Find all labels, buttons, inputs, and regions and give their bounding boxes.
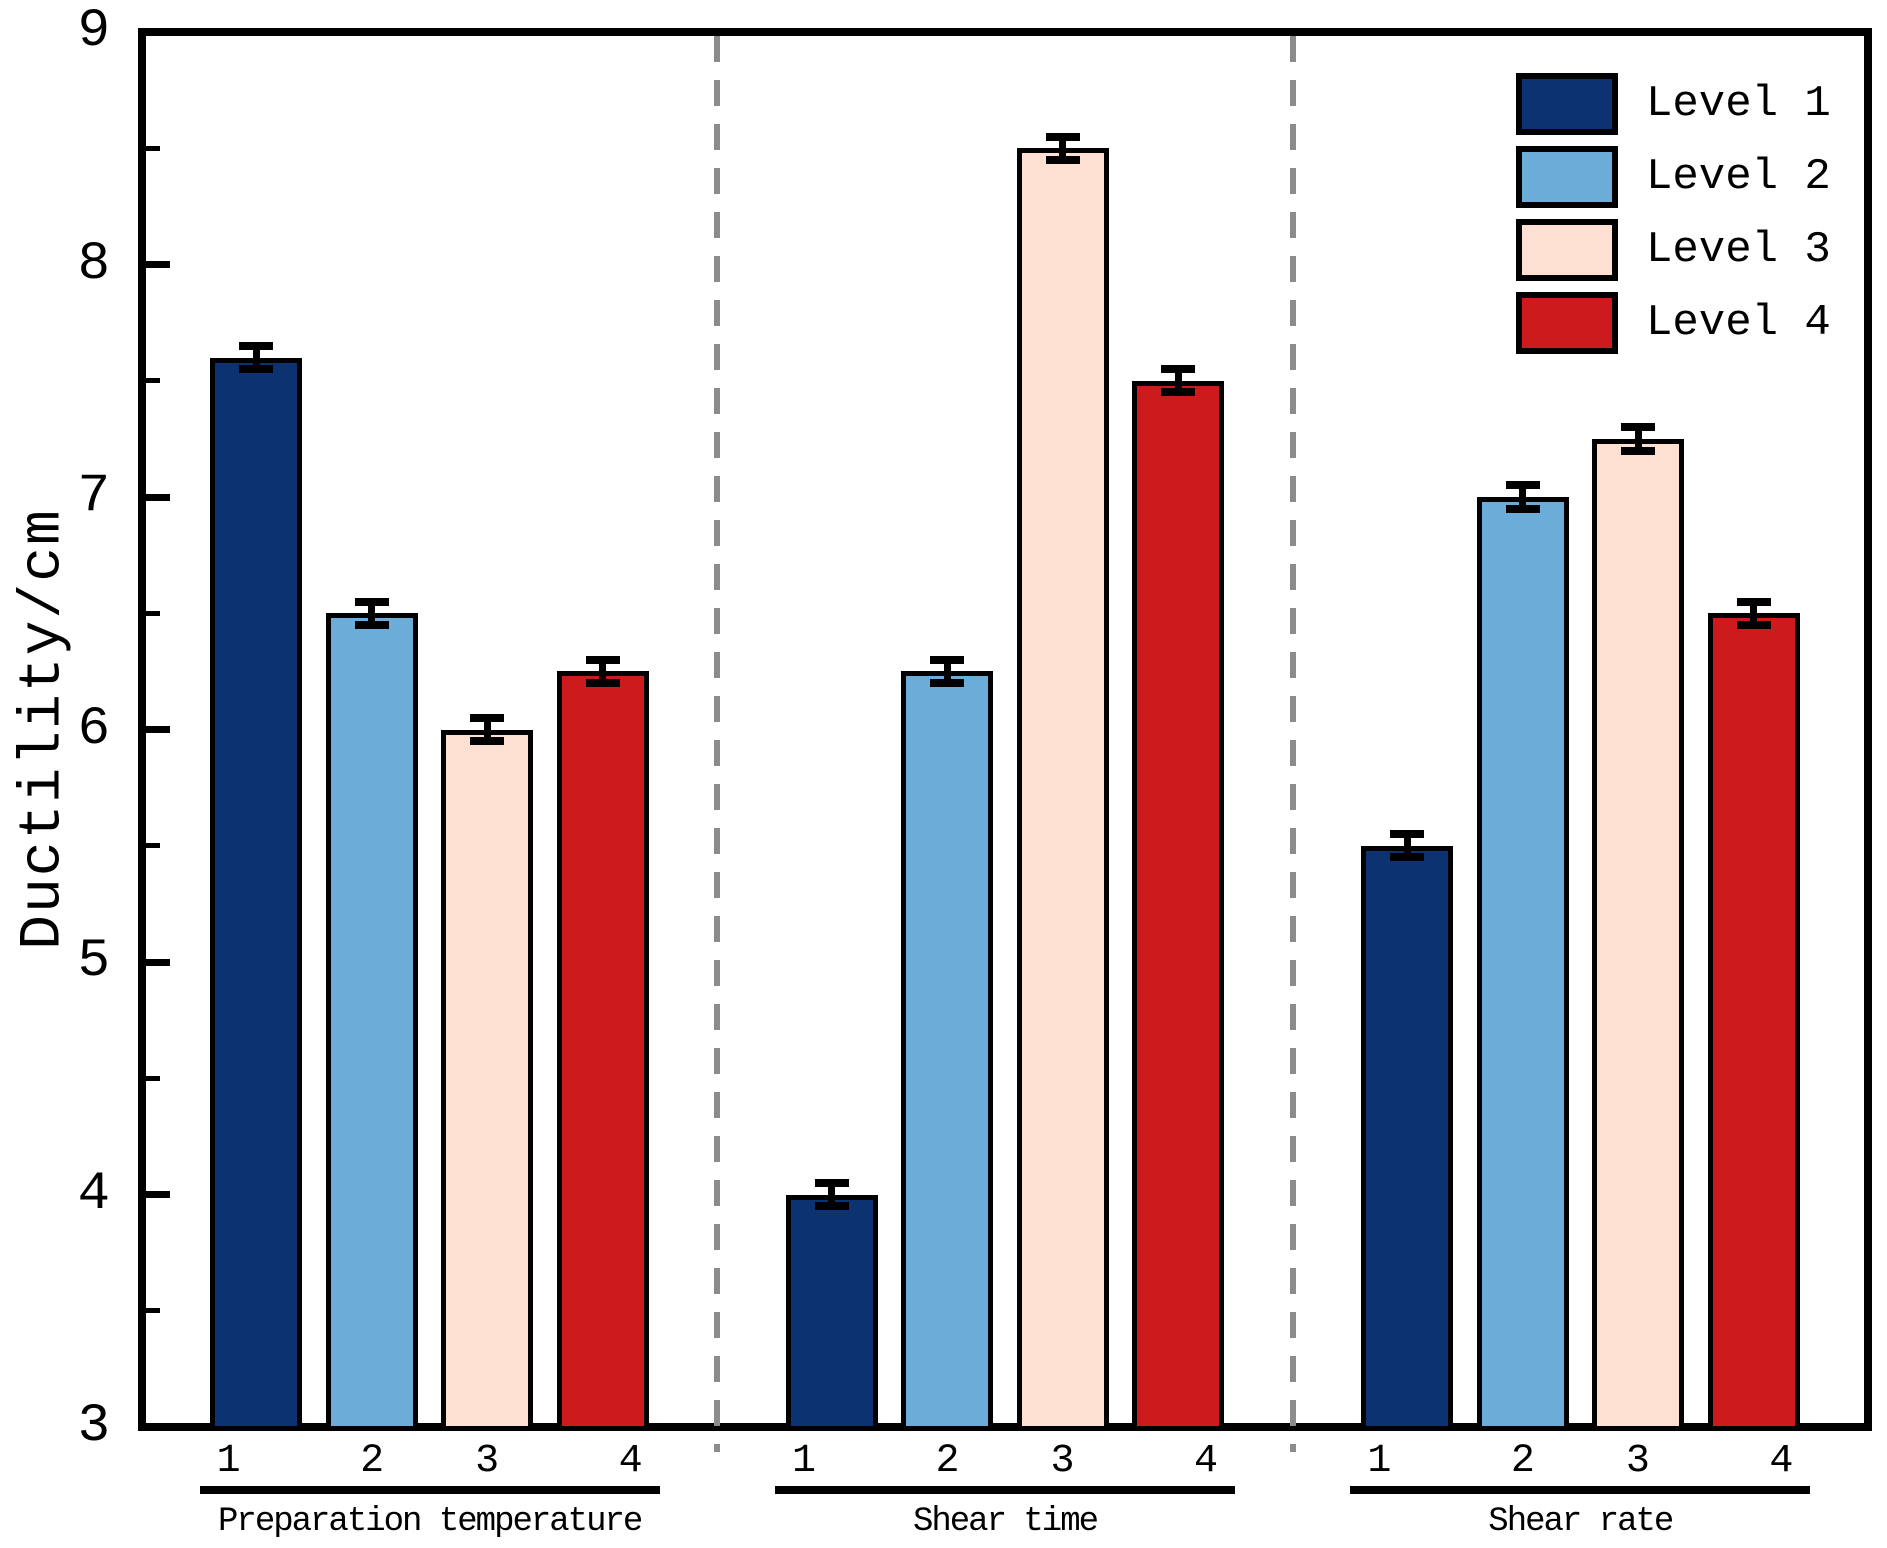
- error-bar-cap-bottom: [814, 1202, 849, 1211]
- group-underline: [1350, 1486, 1811, 1494]
- y-major-tick: [146, 493, 170, 501]
- error-bar-whisker: [1403, 834, 1411, 858]
- y-minor-tick: [146, 1075, 160, 1081]
- y-major-tick: [146, 261, 170, 268]
- x-tick-label: 2: [360, 1439, 385, 1484]
- legend-swatch: [1516, 73, 1618, 135]
- bar-level-1-group3: [1361, 845, 1454, 1431]
- error-bar-cap-top: [470, 713, 505, 722]
- error-bar-whisker: [1750, 601, 1758, 625]
- x-tick-label: 3: [475, 1439, 500, 1484]
- y-tick-label: 7: [77, 466, 110, 527]
- bar-level-1-group2: [785, 1194, 878, 1431]
- y-minor-tick: [146, 610, 160, 616]
- error-bar-cap-bottom: [239, 365, 274, 374]
- error-bar-cap-bottom: [1390, 853, 1425, 862]
- y-tick-label: 8: [77, 233, 110, 295]
- group-separator: [714, 36, 721, 1452]
- error-bar-cap-top: [585, 655, 620, 664]
- x-tick-label: 3: [1625, 1439, 1650, 1484]
- y-tick-label: 4: [77, 1163, 110, 1225]
- bar-level-1-group1: [210, 357, 303, 1431]
- error-bar-whisker: [483, 717, 491, 742]
- x-tick-label: 4: [1769, 1439, 1794, 1484]
- y-tick-label: 3: [77, 1396, 110, 1457]
- error-bar-cap-bottom: [930, 679, 965, 687]
- group-label: Preparation temperature: [218, 1503, 643, 1541]
- x-tick-label: 4: [1193, 1439, 1218, 1484]
- error-bar-cap-bottom: [585, 679, 620, 687]
- error-bar-whisker: [828, 1182, 836, 1207]
- error-bar-cap-top: [1161, 365, 1196, 374]
- legend-label: Level 1: [1646, 79, 1831, 129]
- x-tick-label: 4: [618, 1439, 643, 1484]
- x-tick-label: 1: [1367, 1439, 1392, 1484]
- legend-swatch: [1516, 146, 1618, 208]
- x-tick-label: 3: [1050, 1439, 1075, 1484]
- y-tick-label: 5: [77, 931, 110, 992]
- x-tick-label: 1: [216, 1439, 241, 1484]
- error-bar-cap-top: [930, 655, 965, 664]
- bar-level-4-group2: [1132, 380, 1225, 1431]
- y-major-tick: [146, 28, 170, 36]
- error-bar-cap-bottom: [470, 737, 505, 746]
- bar-level-4-group3: [1707, 613, 1800, 1431]
- plot-area: [138, 28, 1872, 1431]
- bar-level-3-group2: [1016, 148, 1109, 1431]
- y-minor-tick: [146, 378, 160, 384]
- x-tick-label: 2: [1510, 1439, 1535, 1484]
- y-tick-label: 6: [77, 698, 110, 760]
- error-bar-whisker: [1634, 427, 1642, 451]
- error-bar-cap-top: [1621, 423, 1656, 432]
- legend-label: Level 2: [1646, 152, 1831, 202]
- y-major-tick: [146, 726, 170, 733]
- error-bar-cap-bottom: [1505, 504, 1540, 513]
- error-bar-cap-bottom: [354, 620, 389, 629]
- x-tick-label: 1: [791, 1439, 816, 1484]
- y-minor-tick: [146, 145, 160, 151]
- error-bar-whisker: [599, 659, 607, 683]
- y-minor-tick: [146, 843, 160, 849]
- y-minor-tick: [146, 1308, 160, 1314]
- error-bar-cap-bottom: [1621, 446, 1656, 455]
- group-separator: [1289, 36, 1296, 1452]
- error-bar-cap-top: [1736, 597, 1771, 606]
- error-bar-cap-bottom: [1736, 620, 1771, 629]
- y-major-tick: [146, 958, 170, 966]
- error-bar-whisker: [1519, 485, 1527, 509]
- error-bar-whisker: [943, 659, 951, 683]
- bar-level-2-group1: [325, 613, 418, 1431]
- bar-level-3-group1: [441, 729, 534, 1431]
- bar-level-2-group3: [1476, 497, 1569, 1431]
- error-bar-whisker: [1059, 136, 1067, 160]
- error-bar-cap-bottom: [1161, 388, 1196, 397]
- y-tick-label: 9: [77, 1, 110, 62]
- legend-label: Level 3: [1646, 225, 1831, 275]
- group-underline: [775, 1486, 1235, 1494]
- error-bar-cap-top: [814, 1178, 849, 1187]
- legend-swatch: [1516, 292, 1618, 354]
- error-bar-cap-top: [354, 597, 389, 606]
- bar-level-3-group3: [1592, 438, 1685, 1431]
- group-underline: [199, 1486, 660, 1494]
- y-major-tick: [146, 1423, 170, 1431]
- legend-swatch: [1516, 219, 1618, 281]
- x-tick-label: 2: [935, 1439, 960, 1484]
- legend-label: Level 4: [1646, 298, 1831, 348]
- error-bar-cap-top: [1390, 830, 1425, 839]
- group-label: Shear time: [912, 1503, 1099, 1541]
- error-bar-cap-bottom: [1045, 155, 1080, 164]
- bar-level-4-group1: [556, 671, 649, 1431]
- error-bar-whisker: [252, 345, 260, 370]
- error-bar-whisker: [1174, 369, 1182, 393]
- error-bar-cap-top: [1045, 132, 1080, 141]
- error-bar-cap-top: [239, 341, 274, 350]
- bar-level-2-group2: [901, 671, 994, 1431]
- error-bar-whisker: [368, 601, 376, 625]
- group-label: Shear rate: [1488, 1503, 1674, 1541]
- error-bar-cap-top: [1505, 481, 1540, 490]
- y-major-tick: [146, 1191, 170, 1198]
